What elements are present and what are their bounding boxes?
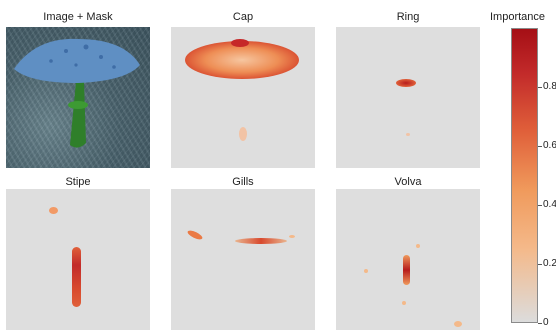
panel-title-stipe: Stipe bbox=[65, 176, 91, 188]
heatmap-blob bbox=[186, 228, 204, 242]
colorbar-tick bbox=[538, 87, 542, 88]
heatmap-blob bbox=[403, 255, 410, 285]
ring-heatmap bbox=[336, 27, 480, 168]
colorbar-tick-label: 0.4 bbox=[543, 199, 556, 210]
gills-heatmap bbox=[171, 189, 315, 330]
panel-title-image-mask: Image + Mask bbox=[43, 11, 113, 23]
heatmap-blob bbox=[396, 79, 416, 87]
heatmap-blob bbox=[235, 238, 287, 244]
stipe-mask bbox=[70, 82, 86, 148]
colorbar-tick bbox=[538, 205, 542, 206]
colorbar-tick-label: 0 bbox=[543, 317, 549, 328]
heatmap-blob bbox=[231, 39, 249, 47]
heatmap-blob bbox=[364, 269, 368, 273]
heatmap-blob bbox=[406, 133, 410, 136]
panel-title-gills: Gills bbox=[232, 176, 254, 188]
colorbar-tick-label: 0.8 bbox=[543, 81, 556, 92]
stipe-heatmap bbox=[6, 189, 150, 330]
heatmap-blob bbox=[416, 244, 420, 248]
importance-colorbar bbox=[511, 28, 538, 323]
panel-title-volva: Volva bbox=[394, 176, 422, 188]
panel-title-cap: Cap bbox=[232, 11, 254, 23]
colorbar-tick bbox=[538, 264, 542, 265]
image-mask-panel bbox=[6, 27, 150, 168]
heatmap-blob bbox=[72, 247, 81, 307]
colorbar-tick bbox=[538, 323, 542, 324]
panel-title-ring: Ring bbox=[396, 11, 420, 23]
heatmap-blob bbox=[289, 235, 295, 238]
heatmap-blob bbox=[49, 207, 58, 214]
mushroom-image bbox=[14, 38, 140, 148]
volva-heatmap bbox=[336, 189, 480, 330]
cap-heatmap bbox=[171, 27, 315, 168]
colorbar-tick-label: 0.2 bbox=[543, 258, 556, 269]
heatmap-blob bbox=[454, 321, 462, 327]
ring-mask bbox=[68, 101, 88, 109]
heatmap-blob bbox=[402, 301, 406, 305]
colorbar-title: Importance bbox=[490, 11, 546, 23]
colorbar-tick bbox=[538, 146, 542, 147]
heatmap-blob bbox=[239, 127, 247, 141]
cap-mask bbox=[14, 38, 140, 83]
heatmap-blob bbox=[185, 41, 299, 79]
colorbar-tick-label: 0.6 bbox=[543, 140, 556, 151]
